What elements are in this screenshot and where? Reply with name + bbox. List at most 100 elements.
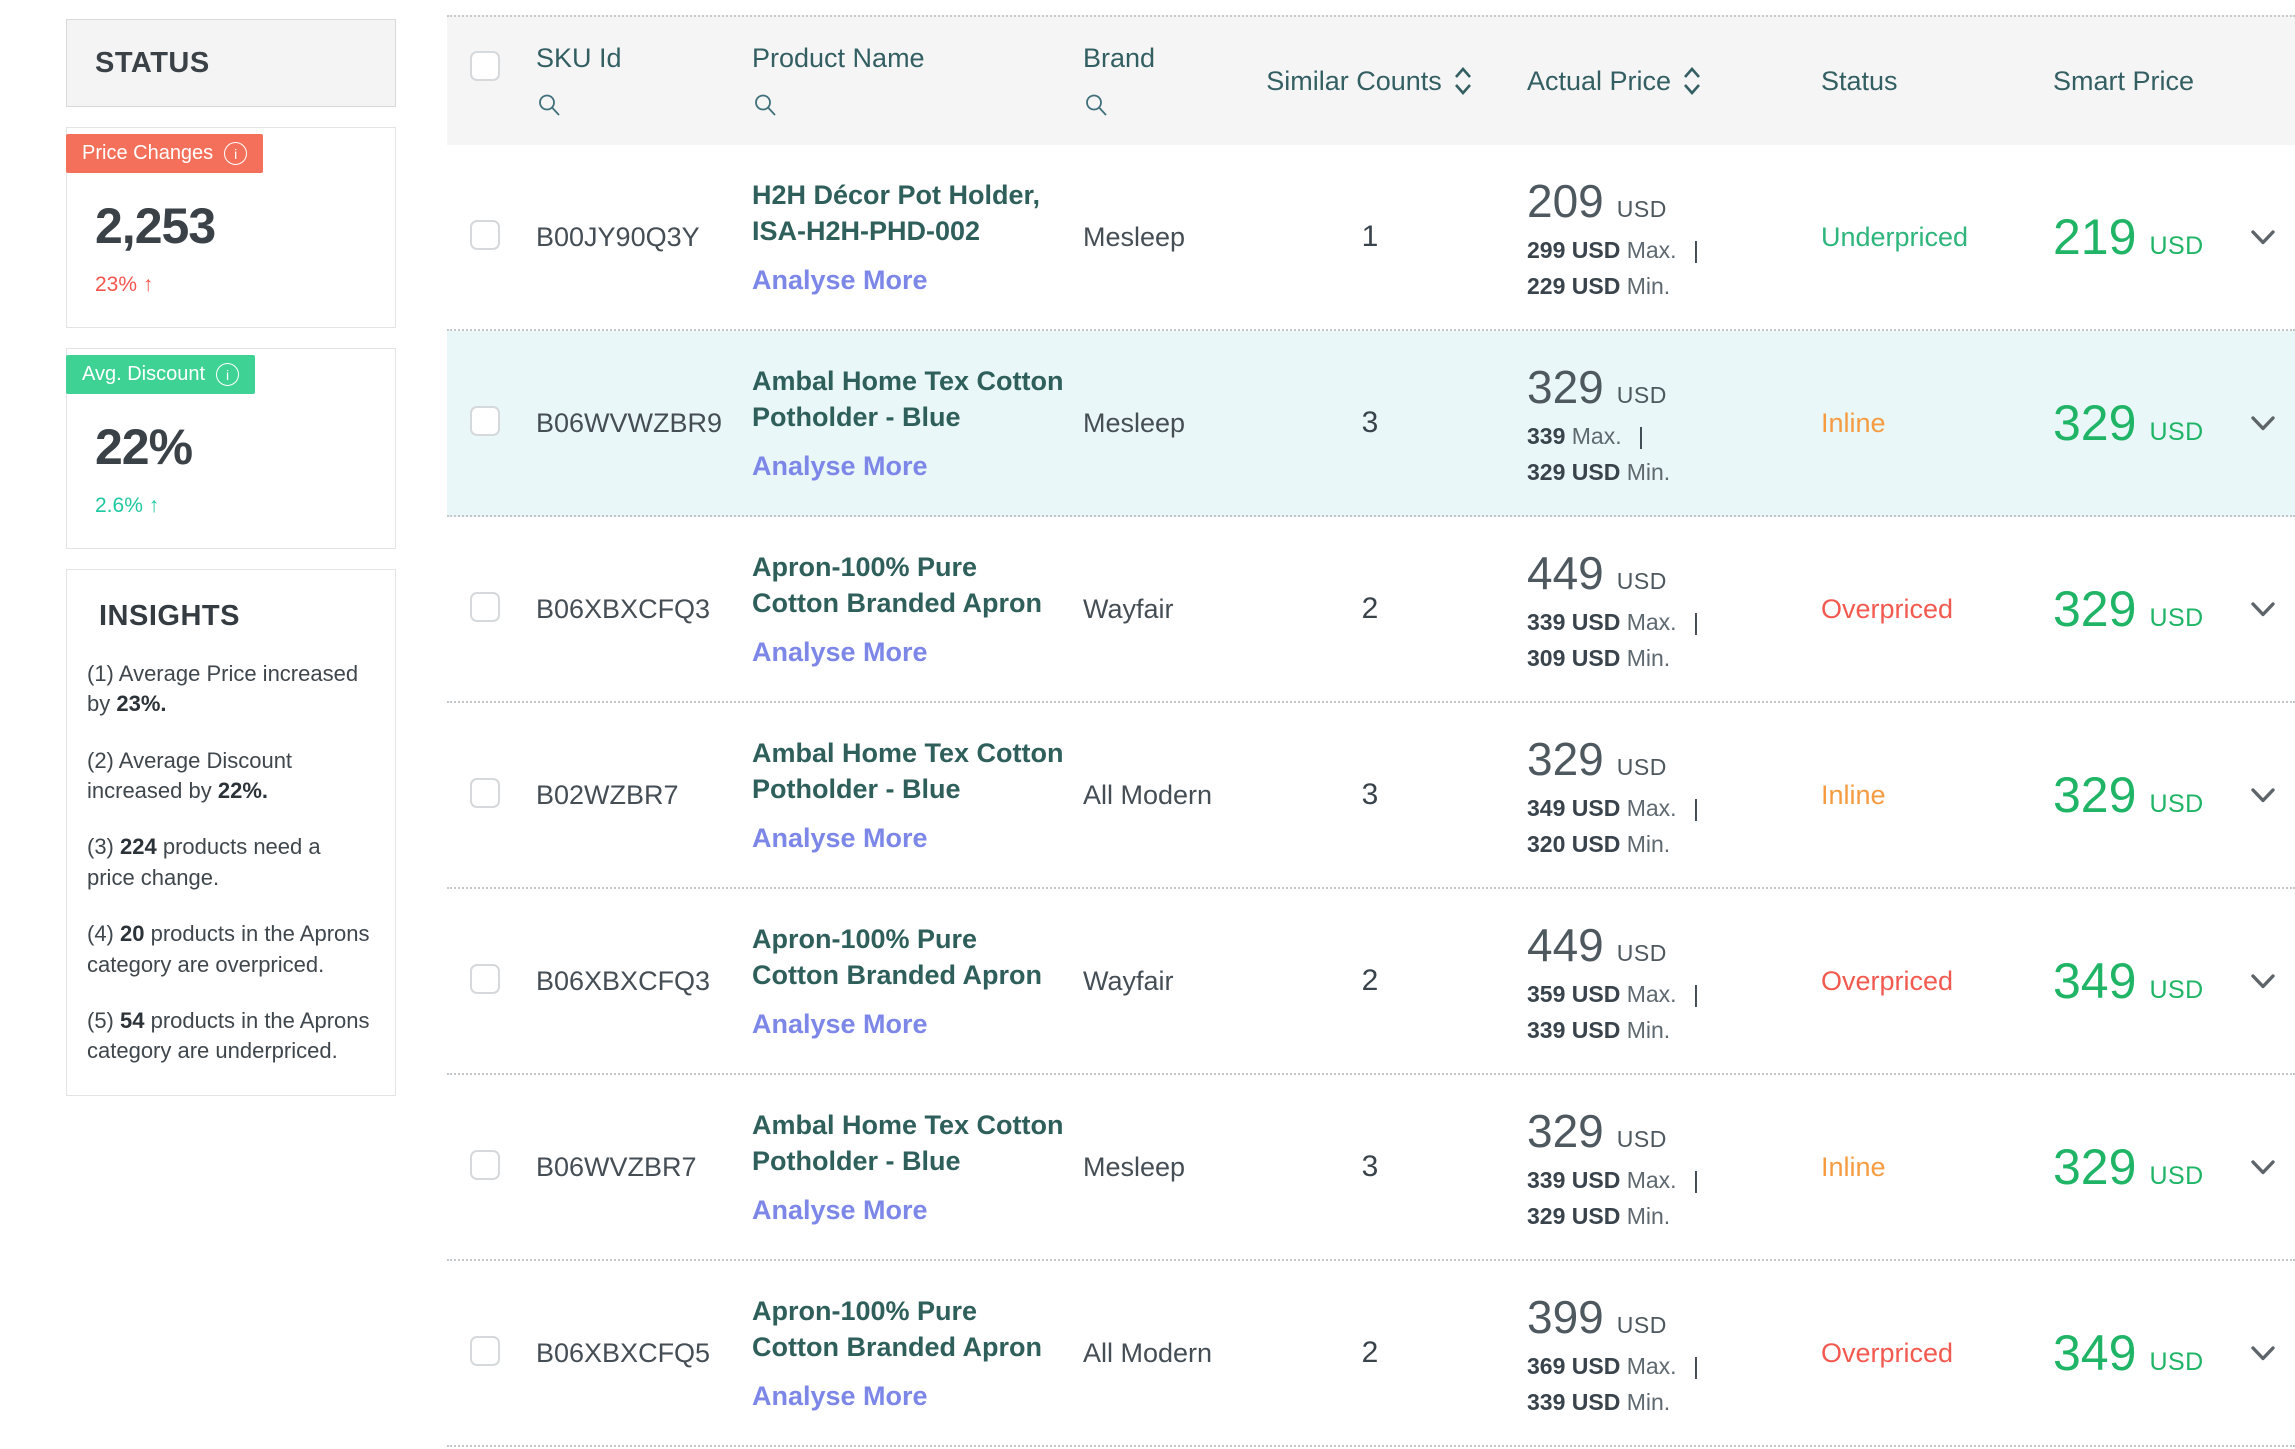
- max-price-value: 339 USD: [1527, 1167, 1621, 1193]
- max-price-value: 299 USD: [1527, 237, 1621, 263]
- chevron-down-icon[interactable]: [2250, 415, 2276, 432]
- row-checkbox[interactable]: [470, 1335, 500, 1366]
- row-checkbox-cell: [447, 777, 530, 813]
- chevron-down-icon[interactable]: [2250, 1159, 2276, 1176]
- brand: Mesleep: [1083, 1151, 1186, 1182]
- insight-item: (1) Average Price increased by 23%.: [87, 661, 359, 717]
- price-range-min: 339 USD Min.: [1527, 1389, 1784, 1416]
- status-badge: Inline: [1821, 407, 1886, 438]
- sku-id: B06XBXCFQ5: [536, 1337, 711, 1368]
- similar-count: 3: [1361, 406, 1379, 439]
- actual-price: 449 USD: [1527, 918, 1784, 972]
- smart-price-cell: 349 USD: [2016, 1324, 2230, 1382]
- chevron-down-icon[interactable]: [2250, 1345, 2276, 1362]
- table-row: B00JY90Q3Y H2H Décor Pot Holder, ISA-H2H…: [447, 145, 2295, 331]
- column-header-smart-price: Smart Price: [2016, 17, 2230, 145]
- row-checkbox-cell: [447, 963, 530, 999]
- max-price-value: 339 USD: [1527, 609, 1621, 635]
- chevron-down-icon[interactable]: [2250, 973, 2276, 990]
- row-checkbox[interactable]: [470, 1149, 500, 1180]
- product-cell: Apron-100% Pure Cotton Branded Apron Ana…: [746, 922, 1074, 1039]
- row-checkbox[interactable]: [470, 219, 500, 250]
- chevron-down-icon[interactable]: [2250, 601, 2276, 618]
- info-icon[interactable]: i: [224, 142, 248, 165]
- column-label: Status: [1821, 65, 1898, 96]
- similar-count: 2: [1361, 964, 1379, 997]
- actual-price-currency: USD: [1616, 382, 1667, 408]
- min-label: Min.: [1626, 1389, 1671, 1415]
- min-price-value: 320 USD: [1527, 831, 1621, 857]
- expand-cell: [2230, 973, 2295, 990]
- price-range-max: 369 USD Max. |: [1527, 1353, 1784, 1380]
- separator: |: [1692, 1167, 1699, 1193]
- max-label: Max.: [1626, 609, 1677, 635]
- similar-count: 2: [1361, 592, 1379, 625]
- expand-cell: [2230, 787, 2295, 804]
- status-badge: Overpriced: [1821, 593, 1954, 624]
- smart-price-value: 349: [2053, 1325, 2137, 1381]
- analyse-more-link[interactable]: Analyse More: [752, 264, 928, 295]
- expand-cell: [2230, 415, 2295, 432]
- chevron-down-icon[interactable]: [2250, 787, 2276, 804]
- analyse-more-link[interactable]: Analyse More: [752, 822, 928, 853]
- price-range-min: 229 USD Min.: [1527, 273, 1784, 300]
- max-label: Max.: [1626, 1167, 1677, 1193]
- actual-price-value: 399: [1527, 1291, 1604, 1343]
- max-label: Max.: [1626, 795, 1677, 821]
- min-price-value: 339 USD: [1527, 1389, 1621, 1415]
- sku-id: B06WVZBR7: [536, 1151, 697, 1182]
- product-name: Ambal Home Tex Cotton Potholder - Blue: [752, 366, 1064, 432]
- avg-discount-value: 22%: [95, 419, 193, 475]
- insights-title: INSIGHTS: [99, 600, 240, 632]
- row-checkbox-cell: [447, 1149, 530, 1185]
- analyse-more-link[interactable]: Analyse More: [752, 1380, 928, 1411]
- sort-updown-icon[interactable]: [1681, 66, 1703, 96]
- price-changes-delta: 23% ↑: [95, 273, 154, 296]
- select-all-cell: [447, 17, 530, 145]
- analyse-more-link[interactable]: Analyse More: [752, 1194, 928, 1225]
- min-price-value: 329 USD: [1527, 1203, 1621, 1229]
- smart-price-value: 349: [2053, 953, 2137, 1009]
- product-name: Ambal Home Tex Cotton Potholder - Blue: [752, 738, 1064, 804]
- smart-price-cell: 219 USD: [2016, 208, 2230, 266]
- row-checkbox[interactable]: [470, 777, 500, 808]
- sidebar: STATUS Price Changes i 2,253 23% ↑ Avg. …: [66, 19, 396, 1096]
- analyse-more-link[interactable]: Analyse More: [752, 636, 928, 667]
- row-checkbox[interactable]: [470, 591, 500, 622]
- price-range-max: 359 USD Max. |: [1527, 981, 1784, 1008]
- separator: |: [1692, 981, 1699, 1007]
- row-checkbox[interactable]: [470, 963, 500, 994]
- actual-price: 329 USD: [1527, 360, 1784, 414]
- search-icon[interactable]: [1083, 92, 1109, 118]
- product-name: H2H Décor Pot Holder, ISA-H2H-PHD-002: [752, 180, 1041, 246]
- search-icon[interactable]: [752, 92, 778, 118]
- info-icon[interactable]: i: [216, 363, 240, 386]
- search-icon[interactable]: [536, 92, 562, 118]
- smart-price-value: 219: [2053, 209, 2137, 265]
- actual-price-value: 329: [1527, 1105, 1604, 1157]
- product-cell: Apron-100% Pure Cotton Branded Apron Ana…: [746, 1294, 1074, 1411]
- table-row: B06WVWZBR9 Ambal Home Tex Cotton Pothold…: [447, 331, 2295, 517]
- actual-price-cell: 329 USD 339 Max. | 329 USD Min.: [1494, 360, 1784, 486]
- select-all-checkbox[interactable]: [470, 51, 500, 81]
- chevron-down-icon[interactable]: [2250, 229, 2276, 246]
- smart-price-currency: USD: [2149, 1162, 2204, 1190]
- product-name: Apron-100% Pure Cotton Branded Apron: [752, 552, 1042, 618]
- price-range-min: 320 USD Min.: [1527, 831, 1784, 858]
- column-header-spacer: [2230, 17, 2295, 145]
- smart-price-cell: 349 USD: [2016, 952, 2230, 1010]
- sku-id: B02WZBR7: [536, 779, 679, 810]
- product-cell: Ambal Home Tex Cotton Potholder - Blue A…: [746, 1108, 1074, 1225]
- smart-price-cell: 329 USD: [2016, 394, 2230, 452]
- sort-updown-icon[interactable]: [1452, 66, 1474, 96]
- price-range-max: 339 Max. |: [1527, 423, 1784, 450]
- analyse-more-link[interactable]: Analyse More: [752, 450, 928, 481]
- brand: Wayfair: [1083, 965, 1174, 996]
- row-checkbox[interactable]: [470, 405, 500, 436]
- brand: Mesleep: [1083, 407, 1186, 438]
- analyse-more-link[interactable]: Analyse More: [752, 1008, 928, 1039]
- actual-price-value: 329: [1527, 361, 1604, 413]
- avg-discount-badge-label: Avg. Discount: [82, 363, 206, 385]
- actual-price: 449 USD: [1527, 546, 1784, 600]
- row-checkbox-cell: [447, 591, 530, 627]
